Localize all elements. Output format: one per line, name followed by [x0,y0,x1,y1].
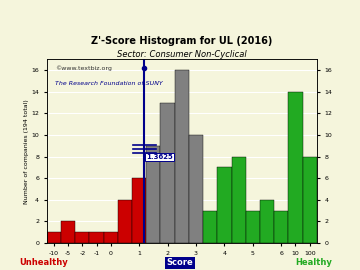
Bar [260,200,274,243]
Bar [274,211,288,243]
Bar [189,135,203,243]
Bar [288,92,303,243]
Bar [175,70,189,243]
Bar [75,232,89,243]
Bar [104,232,118,243]
Bar [246,211,260,243]
Text: Z'-Score Histogram for UL (2016): Z'-Score Histogram for UL (2016) [91,36,273,46]
Bar [47,232,61,243]
Bar [303,157,317,243]
Text: The Research Foundation of SUNY: The Research Foundation of SUNY [55,82,163,86]
Text: Sector: Consumer Non-Cyclical: Sector: Consumer Non-Cyclical [117,50,247,59]
Bar [89,232,104,243]
Bar [61,221,75,243]
Bar [217,167,231,243]
Bar [161,103,175,243]
Text: Score: Score [167,258,193,267]
Bar [231,157,246,243]
Text: Unhealthy: Unhealthy [19,258,68,267]
Bar [203,211,217,243]
Bar [118,200,132,243]
Bar [146,146,161,243]
Y-axis label: Number of companies (194 total): Number of companies (194 total) [23,99,28,204]
Text: 1.3625: 1.3625 [146,154,173,160]
Text: ©www.textbiz.org: ©www.textbiz.org [55,65,112,70]
Text: Healthy: Healthy [295,258,332,267]
Bar [132,178,146,243]
